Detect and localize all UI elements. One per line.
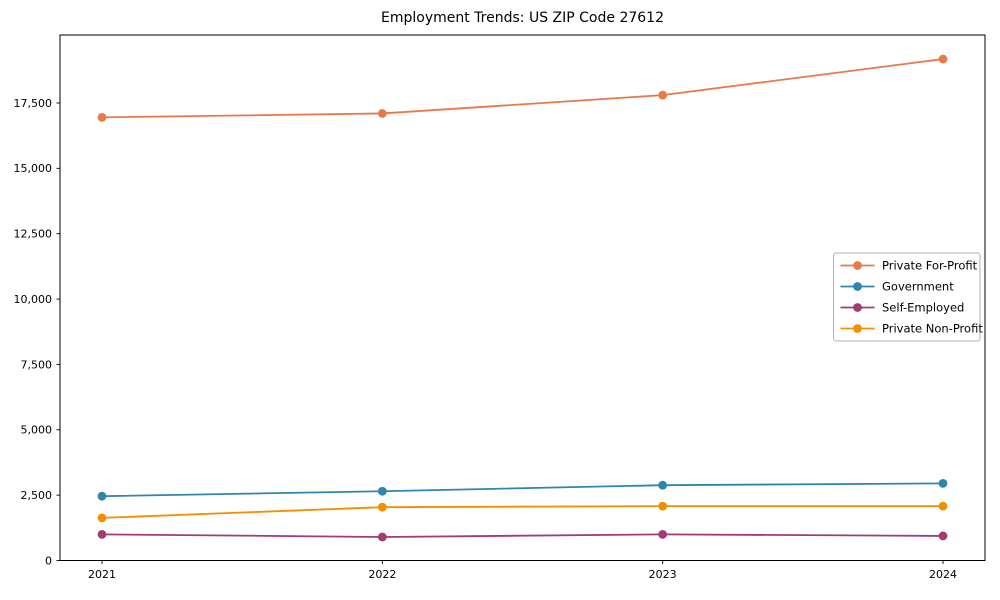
x-tick-label: 2024	[929, 568, 957, 581]
legend-marker-government	[853, 282, 862, 291]
y-tick-label: 12,500	[14, 228, 53, 241]
legend-label-private-non-profit: Private Non-Profit	[882, 322, 983, 336]
data-point-private-for-profit-2022	[377, 109, 387, 118]
data-point-government-2022	[377, 486, 387, 496]
series-line-self-employed	[101, 533, 944, 538]
series-line-private-for-profit	[101, 58, 944, 119]
data-point-private-non-profit-2023	[658, 501, 668, 511]
x-tick-label: 2022	[368, 568, 396, 581]
data-point-private-for-profit-2023	[658, 90, 668, 100]
data-point-self-employed-2023	[658, 529, 668, 539]
data-point-self-employed-2022	[377, 532, 387, 542]
x-tick-label: 2021	[88, 568, 116, 581]
data-point-self-employed-2021	[97, 529, 107, 539]
data-point-government-2023	[658, 480, 668, 490]
plot-border	[59, 34, 986, 561]
y-tick-label: 10,000	[14, 293, 53, 306]
y-tick-label: 2,500	[21, 489, 53, 502]
data-point-government-2024	[938, 478, 948, 488]
legend-frame	[833, 252, 981, 342]
legend-marker-self-employed	[853, 303, 862, 312]
data-point-private-for-profit-2021	[97, 112, 107, 122]
series-line-government	[101, 482, 944, 498]
data-point-private-for-profit-2024	[938, 54, 948, 64]
x-tick-label: 2023	[649, 568, 677, 581]
y-tick-label: 0	[45, 554, 52, 567]
legend-marker-private-for-profit	[853, 261, 862, 270]
legend-label-self-employed: Self-Employed	[882, 301, 964, 315]
y-tick-label: 17,500	[14, 97, 53, 110]
legend-label-government: Government	[882, 280, 954, 294]
data-point-self-employed-2024	[938, 531, 948, 541]
legend-label-private-for-profit: Private For-Profit	[882, 259, 978, 273]
data-point-private-non-profit-2024	[938, 501, 948, 511]
series-line-private-non-profit	[101, 505, 943, 519]
y-tick-label: 7,500	[21, 358, 53, 371]
data-point-private-non-profit-2022	[377, 502, 387, 512]
data-point-government-2021	[97, 491, 107, 501]
plot-area: 0 2,500 5,000 7,500 10,000 12,500 15,000 17,500…	[14, 34, 986, 581]
data-point-private-non-profit-2021	[97, 513, 107, 523]
y-tick-label: 15,000	[14, 162, 53, 175]
y-tick-label: 5,000	[21, 424, 53, 437]
legend: Private For-Profit Government Self-Employe…	[833, 252, 983, 342]
chart-title: Employment Trends: US ZIP Code 27612	[381, 10, 664, 26]
legend-marker-private-non-profit	[853, 324, 862, 333]
